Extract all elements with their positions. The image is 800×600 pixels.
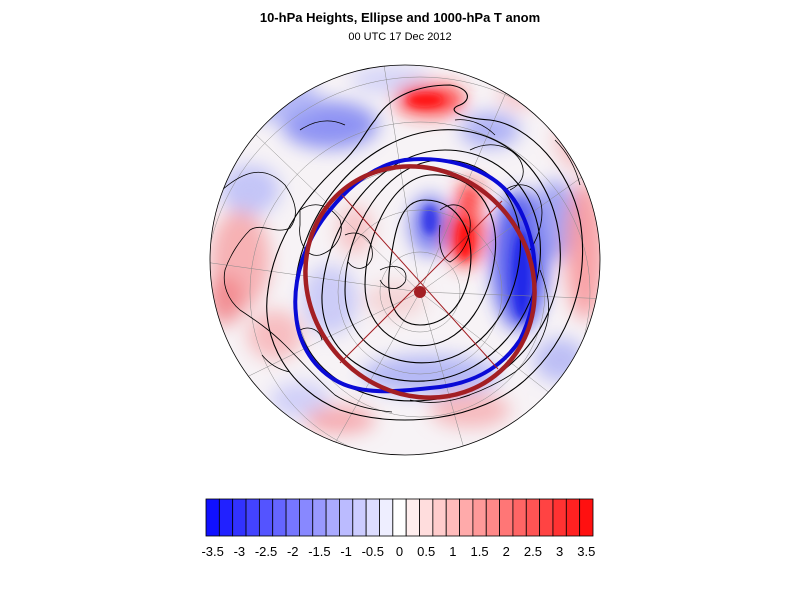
colorbar-tick-label: -2 xyxy=(286,544,299,559)
colorbar-box xyxy=(272,498,287,537)
colorbar-box xyxy=(232,498,247,537)
colorbar-tick-label: -1.5 xyxy=(308,544,331,559)
colorbar-box xyxy=(432,498,447,537)
colorbar-box xyxy=(339,498,354,537)
colorbar-tick-label: 1 xyxy=(449,544,457,559)
height-contours xyxy=(266,84,584,421)
colorbar-tick-label: 2.5 xyxy=(523,544,542,559)
colorbar-box xyxy=(565,498,581,537)
colorbar-box xyxy=(405,498,420,537)
colorbar-tick-label: -3 xyxy=(233,544,246,559)
globe-outline xyxy=(209,64,601,456)
colorbar-box xyxy=(379,498,394,537)
colorbar-tick-label: -3.5 xyxy=(201,544,224,559)
colorbar-box xyxy=(485,498,500,537)
colorbar-box xyxy=(419,498,434,537)
colorbar-box xyxy=(552,498,567,537)
colorbar-box xyxy=(245,498,260,537)
colorbar-box xyxy=(459,498,474,537)
temperature-anomaly-field xyxy=(210,65,600,455)
colorbar-box xyxy=(525,498,541,537)
colorbar-box xyxy=(205,498,220,537)
ellipse-fit xyxy=(303,164,537,400)
colorbar-box xyxy=(285,498,300,537)
colorbar-tick-label: 3 xyxy=(556,544,564,559)
colorbar-box xyxy=(365,498,380,537)
colorbar-tick-label: -2.5 xyxy=(254,544,278,559)
colorbar-box xyxy=(325,498,340,537)
colorbar-box xyxy=(258,498,274,537)
vortex-edge-contour xyxy=(293,157,537,394)
colorbar-tick-label: -0.5 xyxy=(361,544,384,559)
colorbar-box xyxy=(352,498,367,537)
colorbar-tick-label: 2 xyxy=(502,544,510,559)
colorbar-tick-label: -1 xyxy=(340,544,352,559)
colorbar-box xyxy=(512,498,527,537)
coastlines xyxy=(221,119,581,413)
colorbar-tick-label: 1.5 xyxy=(470,544,489,559)
colorbar-box xyxy=(392,498,407,537)
colorbar-box xyxy=(499,498,514,537)
chart-title: 10-hPa Heights, Ellipse and 1000-hPa T a… xyxy=(259,10,541,25)
colorbar-tick-label: 3.5 xyxy=(577,544,596,559)
colorbar-box xyxy=(579,498,594,537)
colorbar-box xyxy=(539,498,554,537)
colorbar-tick-label: 0 xyxy=(395,544,404,559)
colorbar-box xyxy=(299,498,314,537)
colorbar-tick-label: 0.5 xyxy=(417,544,436,559)
colorbar-box xyxy=(445,498,460,537)
chart-subtitle: 00 UTC 17 Dec 2012 xyxy=(348,31,452,43)
colorbar-box xyxy=(472,498,487,537)
ellipse-center-marker xyxy=(414,286,426,298)
colorbar-box xyxy=(218,498,234,537)
colorbar-box xyxy=(312,498,327,537)
